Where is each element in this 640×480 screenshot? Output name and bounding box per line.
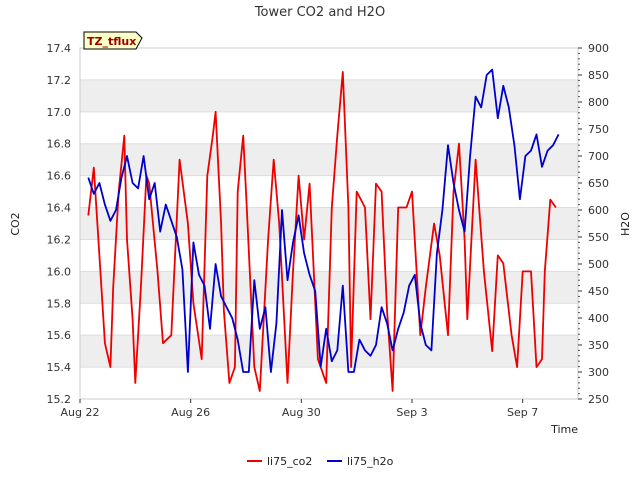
series-layer xyxy=(87,68,560,392)
y-right-tick-label: 400 xyxy=(588,312,609,325)
y-left-tick-label: 15.8 xyxy=(47,297,72,310)
y-left-tick-label: 16.4 xyxy=(47,202,72,215)
series-line-li75_h2o xyxy=(87,68,560,373)
y-right-tick-label: 700 xyxy=(588,150,609,163)
y-left-axis-label: CO2 xyxy=(9,212,22,235)
y-right-tick-label: 450 xyxy=(588,285,609,298)
y-right-tick-label: 800 xyxy=(588,96,609,109)
legend-label-h2o: li75_h2o xyxy=(347,455,394,468)
plot-area xyxy=(79,47,579,400)
y-right-tick-label: 750 xyxy=(588,123,609,136)
y-left-tick-label: 17.2 xyxy=(47,74,72,87)
y-left-tick-labels: 15.2 15.4 15.6 15.8 16.0 16.2 16.4 16.6 16.8 17.0… xyxy=(47,42,72,406)
site-badge-box xyxy=(83,31,143,50)
x-tick-label: Aug 30 xyxy=(282,406,321,419)
y-left-tick-label: 16.0 xyxy=(47,265,72,278)
y-right-tick-label: 300 xyxy=(588,366,609,379)
y-right-tick-label: 350 xyxy=(588,339,609,352)
y-left-tick-label: 16.8 xyxy=(47,138,72,151)
y-left-tick-label: 17.0 xyxy=(47,106,72,119)
legend-label-co2: li75_co2 xyxy=(267,455,312,468)
x-tick-label: Aug 22 xyxy=(61,406,100,419)
y-right-axis-label: H2O xyxy=(619,212,632,236)
y-right-tick-label: 500 xyxy=(588,258,609,271)
y-left-tick-label: 17.4 xyxy=(47,42,72,55)
y-left-tick-label: 15.6 xyxy=(47,329,72,342)
y-left-tick-label: 16.2 xyxy=(47,233,72,246)
grid-band xyxy=(80,79,578,112)
y-left-tick-label: 15.2 xyxy=(47,393,72,406)
x-tick-label: Sep 3 xyxy=(396,406,427,419)
x-tick-label: Sep 7 xyxy=(507,406,538,419)
grid-band xyxy=(80,207,578,240)
chart-title: Tower CO2 and H2O xyxy=(254,5,385,20)
x-axis-label: Time xyxy=(550,423,578,436)
y-right-tick-label: 900 xyxy=(588,42,609,55)
y-right-tick-label: 850 xyxy=(588,69,609,82)
y-right-tick-label: 250 xyxy=(588,393,609,406)
y-right-tick-labels: 250 300 350 400 450 500 550 600 650 700 750 800 850 9… xyxy=(578,42,609,406)
y-right-tick-label: 600 xyxy=(588,204,609,217)
site-badge-label: TZ_tflux xyxy=(87,35,136,48)
series-line-li75_co2 xyxy=(87,71,557,392)
x-tick-labels: Aug 22 Aug 26 Aug 30 Sep 3 Sep 7 xyxy=(61,399,538,419)
y-left-tick-label: 15.4 xyxy=(47,361,72,374)
y-right-tick-label: 650 xyxy=(588,177,609,190)
y-right-tick-label: 550 xyxy=(588,231,609,244)
plot-background-bands xyxy=(80,47,578,400)
x-tick-label: Aug 26 xyxy=(171,406,210,419)
site-badge: TZ_tflux xyxy=(83,31,143,50)
legend: li75_co2 li75_h2o xyxy=(247,455,394,468)
grid-band xyxy=(80,143,578,176)
y-left-tick-label: 16.6 xyxy=(47,170,72,183)
